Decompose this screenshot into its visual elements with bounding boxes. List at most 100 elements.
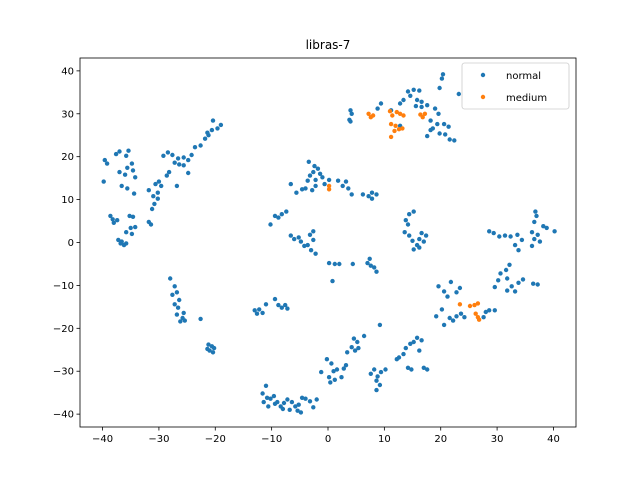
data-point-normal-147 — [401, 351, 406, 357]
data-point-normal-163 — [288, 181, 293, 187]
data-point-medium-4 — [390, 113, 395, 118]
data-point-normal-29 — [124, 241, 129, 246]
data-point-normal-250 — [405, 222, 411, 227]
data-point-normal-111 — [299, 395, 305, 400]
data-point-normal-190 — [305, 242, 310, 248]
data-point-normal-176 — [310, 188, 315, 193]
data-point-normal-238 — [447, 137, 452, 142]
data-point-normal-8 — [125, 165, 130, 170]
data-point-normal-251 — [402, 230, 407, 235]
data-point-normal-285 — [519, 237, 525, 243]
data-point-normal-2 — [101, 179, 106, 184]
data-point-normal-216 — [378, 101, 384, 106]
data-point-normal-127 — [341, 366, 346, 371]
data-point-medium-16 — [420, 115, 425, 120]
data-point-normal-265 — [450, 318, 456, 323]
data-point-normal-263 — [441, 322, 447, 328]
data-point-normal-200 — [330, 278, 335, 284]
data-point-normal-71 — [175, 305, 181, 310]
data-point-normal-270 — [441, 289, 447, 294]
data-point-normal-199 — [350, 261, 355, 267]
data-point-normal-33 — [170, 152, 175, 158]
data-point-normal-188 — [298, 239, 304, 244]
data-point-normal-149 — [408, 341, 413, 346]
data-point-normal-150 — [411, 339, 416, 345]
data-point-normal-221 — [411, 87, 416, 93]
data-point-normal-294 — [529, 243, 535, 249]
data-point-normal-85 — [257, 307, 262, 312]
data-point-normal-174 — [312, 163, 317, 169]
points-layer — [101, 72, 557, 415]
data-point-normal-308 — [516, 280, 521, 285]
data-point-normal-180 — [335, 178, 341, 183]
data-point-normal-117 — [287, 407, 292, 412]
data-point-normal-243 — [437, 85, 442, 91]
data-point-normal-56 — [215, 126, 220, 131]
data-point-normal-255 — [411, 247, 416, 252]
data-point-normal-153 — [405, 365, 411, 370]
data-point-normal-114 — [311, 405, 316, 410]
data-point-normal-240 — [456, 91, 461, 97]
data-point-normal-146 — [396, 355, 402, 360]
data-point-normal-249 — [411, 209, 416, 214]
data-point-normal-26 — [116, 237, 121, 243]
data-point-normal-81 — [211, 345, 217, 351]
data-point-normal-260 — [419, 230, 424, 236]
data-point-normal-137 — [368, 371, 373, 376]
data-point-normal-181 — [340, 183, 345, 189]
x-tick-label: 0 — [325, 434, 331, 445]
data-point-normal-123 — [334, 367, 340, 372]
data-point-normal-19 — [111, 220, 117, 225]
x-tick-label: −30 — [148, 434, 169, 445]
data-point-normal-311 — [535, 282, 540, 287]
data-point-medium-18 — [326, 187, 332, 192]
data-point-normal-1 — [104, 161, 110, 166]
data-point-normal-82 — [207, 348, 212, 353]
data-point-normal-36 — [172, 160, 177, 165]
data-point-normal-24 — [124, 230, 129, 235]
data-point-normal-3 — [113, 151, 119, 157]
data-point-normal-160 — [279, 212, 284, 217]
data-point-normal-299 — [507, 262, 512, 267]
data-point-normal-16 — [108, 213, 113, 219]
data-point-medium-21 — [472, 302, 477, 308]
data-point-normal-21 — [130, 214, 136, 219]
data-point-normal-166 — [305, 178, 310, 183]
data-point-normal-272 — [448, 279, 454, 285]
data-point-normal-283 — [508, 234, 513, 239]
data-point-normal-183 — [349, 192, 354, 197]
data-point-normal-178 — [322, 181, 327, 187]
data-point-normal-195 — [311, 229, 316, 234]
data-point-normal-268 — [462, 315, 467, 320]
data-point-normal-15 — [131, 191, 137, 196]
data-point-normal-259 — [423, 233, 429, 238]
data-point-normal-290 — [529, 230, 535, 235]
data-point-normal-18 — [115, 218, 120, 223]
data-point-normal-262 — [439, 307, 445, 312]
data-point-normal-173 — [306, 159, 311, 164]
plot-frame — [79, 57, 577, 428]
data-point-normal-256 — [417, 245, 422, 250]
data-point-normal-30 — [118, 241, 123, 246]
data-point-normal-61 — [189, 152, 194, 158]
y-tick-label: 10 — [61, 195, 74, 206]
data-point-normal-187 — [296, 235, 301, 240]
data-point-normal-247 — [403, 218, 408, 223]
data-point-normal-136 — [372, 367, 377, 372]
data-point-medium-3 — [387, 109, 393, 114]
data-point-normal-279 — [487, 229, 492, 234]
data-point-normal-89 — [272, 296, 278, 302]
data-point-normal-73 — [174, 312, 180, 317]
data-point-normal-165 — [299, 187, 305, 192]
data-point-normal-105 — [285, 397, 290, 402]
data-point-normal-211 — [348, 108, 353, 113]
data-point-normal-134 — [355, 339, 360, 345]
data-point-normal-220 — [408, 93, 413, 99]
data-point-normal-230 — [435, 121, 440, 127]
data-point-medium-17 — [326, 183, 332, 189]
data-point-normal-278 — [481, 315, 486, 320]
data-point-normal-161 — [284, 209, 289, 214]
data-point-normal-72 — [181, 310, 186, 316]
data-point-normal-93 — [285, 306, 290, 311]
data-point-normal-68 — [170, 292, 175, 297]
